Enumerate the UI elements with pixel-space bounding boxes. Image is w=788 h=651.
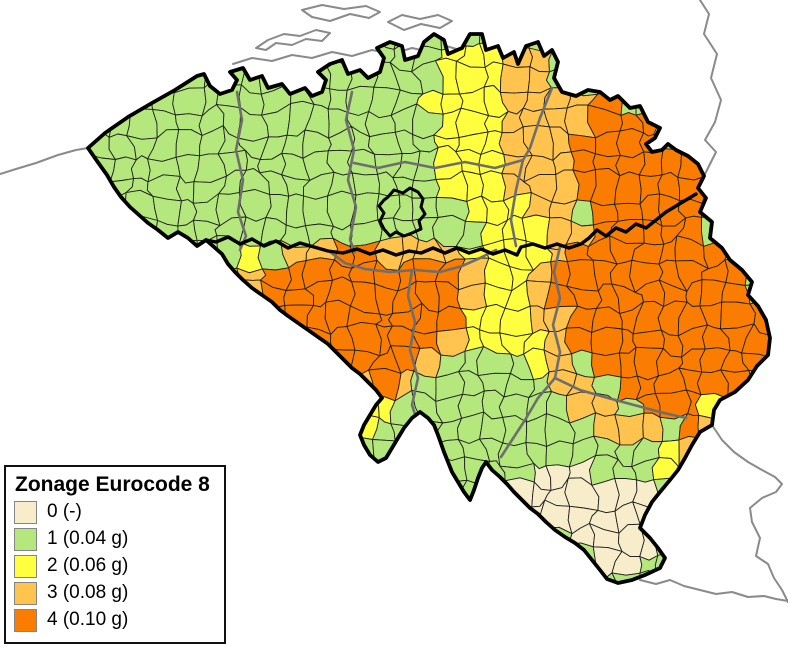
brussels-enclave	[377, 186, 427, 238]
legend-swatch-zone-3	[14, 581, 37, 605]
region-borders	[204, 186, 698, 257]
legend-label-zone-1: 1 (0.04 g)	[47, 528, 129, 549]
legend-label-zone-2: 2 (0.06 g)	[47, 555, 129, 576]
legend-swatch-zone-4	[14, 608, 37, 632]
legend-label-zone-4: 4 (0.10 g)	[47, 609, 129, 630]
legend-item-zone-1: 1 (0.04 g)	[14, 527, 216, 551]
legend-label-zone-3: 3 (0.08 g)	[47, 582, 129, 603]
legend-swatch-zone-1	[14, 527, 37, 551]
language-border	[204, 192, 698, 257]
legend-item-zone-2: 2 (0.06 g)	[14, 554, 216, 578]
legend-item-zone-4: 4 (0.10 g)	[14, 608, 216, 632]
neighbor-borders	[0, 0, 788, 603]
legend-item-zone-0: 0 (-)	[14, 500, 216, 524]
legend-box: Zonage Eurocode 8 0 (-) 1 (0.04 g) 2 (0.…	[4, 465, 226, 644]
legend-swatch-zone-0	[14, 500, 37, 524]
legend-item-zone-3: 3 (0.08 g)	[14, 581, 216, 605]
legend-swatch-zone-2	[14, 554, 37, 578]
belgium-outline	[86, 32, 772, 585]
province-borders	[234, 86, 688, 459]
legend-title: Zonage Eurocode 8	[15, 473, 210, 496]
legend-label-zone-0: 0 (-)	[47, 501, 82, 522]
